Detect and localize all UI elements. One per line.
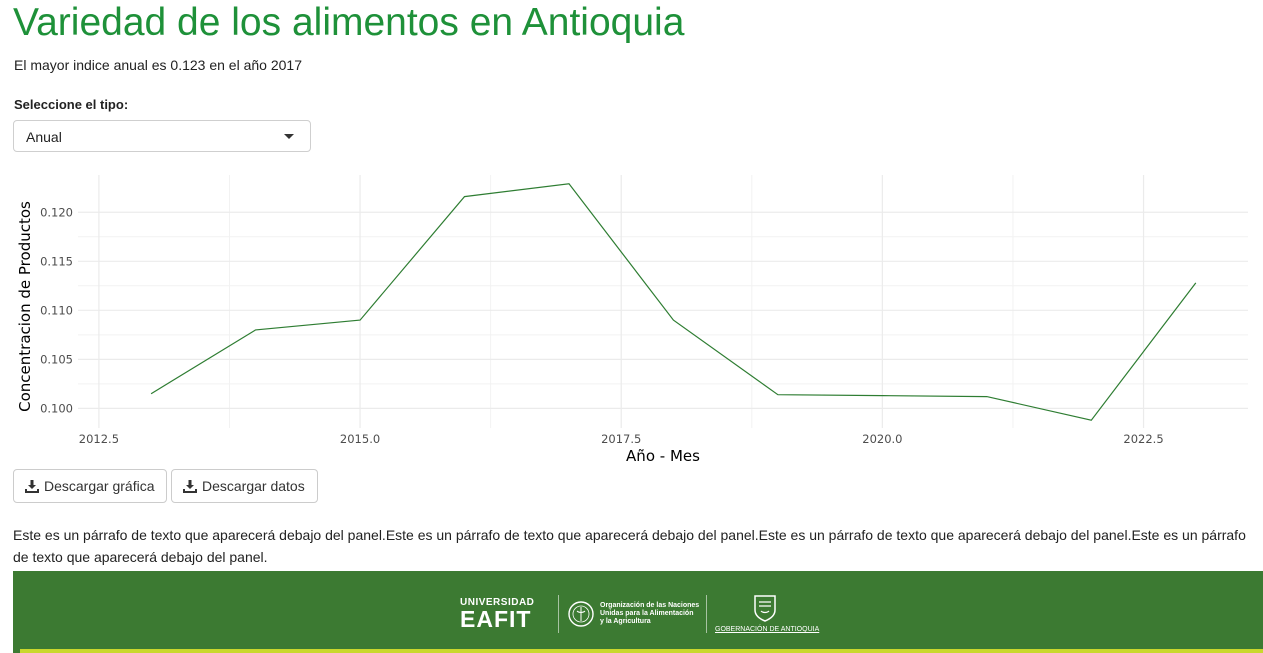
footer-divider [558, 595, 559, 633]
x-tick-label: 2022.5 [1123, 432, 1163, 446]
y-tick-label: 0.115 [40, 254, 73, 268]
y-tick-label: 0.110 [40, 303, 73, 317]
x-tick-label: 2020.0 [862, 432, 902, 446]
download-chart-label: Descargar gráfica [44, 478, 155, 494]
x-axis-title: Año - Mes [626, 447, 700, 465]
x-tick-label: 2015.0 [340, 432, 380, 446]
y-tick-label: 0.120 [40, 205, 73, 219]
series-line [150, 183, 1197, 421]
fao-logo-text: Organización de las Naciones Unidas para… [600, 602, 700, 625]
footer-divider [706, 595, 707, 633]
download-data-label: Descargar datos [202, 478, 305, 494]
footer-stripe [20, 649, 1263, 653]
download-icon [183, 479, 197, 493]
line-chart: 2012.5 2015.0 2017.5 2020.0 2022.5 0.100 0.105… [16, 175, 1248, 465]
caret-down-icon [284, 134, 294, 139]
download-icon [25, 479, 39, 493]
x-tick-label: 2017.5 [601, 432, 641, 446]
type-select[interactable]: Anual [13, 120, 311, 152]
page-title: Variedad de los alimentos en Antioquia [13, 1, 685, 44]
download-chart-button[interactable]: Descargar gráfica [13, 469, 167, 503]
eafit-logo: UNIVERSIDAD EAFIT [460, 597, 535, 632]
x-tick-label: 2012.5 [79, 432, 119, 446]
download-data-button[interactable]: Descargar datos [171, 469, 318, 503]
type-select-label: Seleccione el tipo: [14, 97, 129, 112]
type-select-value: Anual [26, 129, 62, 145]
description-paragraph: Este es un párrafo de texto que aparecer… [13, 527, 1246, 565]
gobernacion-logo-text: GOBERNACIÓN DE ANTIOQUIA [715, 626, 820, 633]
antioquia-shield-icon [754, 595, 776, 622]
y-axis-title: Concentracion de Productos [16, 201, 34, 412]
footer-banner: UNIVERSIDAD EAFIT Organización de las Na… [13, 571, 1263, 653]
fao-emblem-icon [568, 601, 594, 627]
y-tick-label: 0.100 [40, 401, 73, 415]
y-tick-label: 0.105 [40, 352, 73, 366]
summary-text: El mayor indice anual es 0.123 en el año… [14, 57, 302, 73]
